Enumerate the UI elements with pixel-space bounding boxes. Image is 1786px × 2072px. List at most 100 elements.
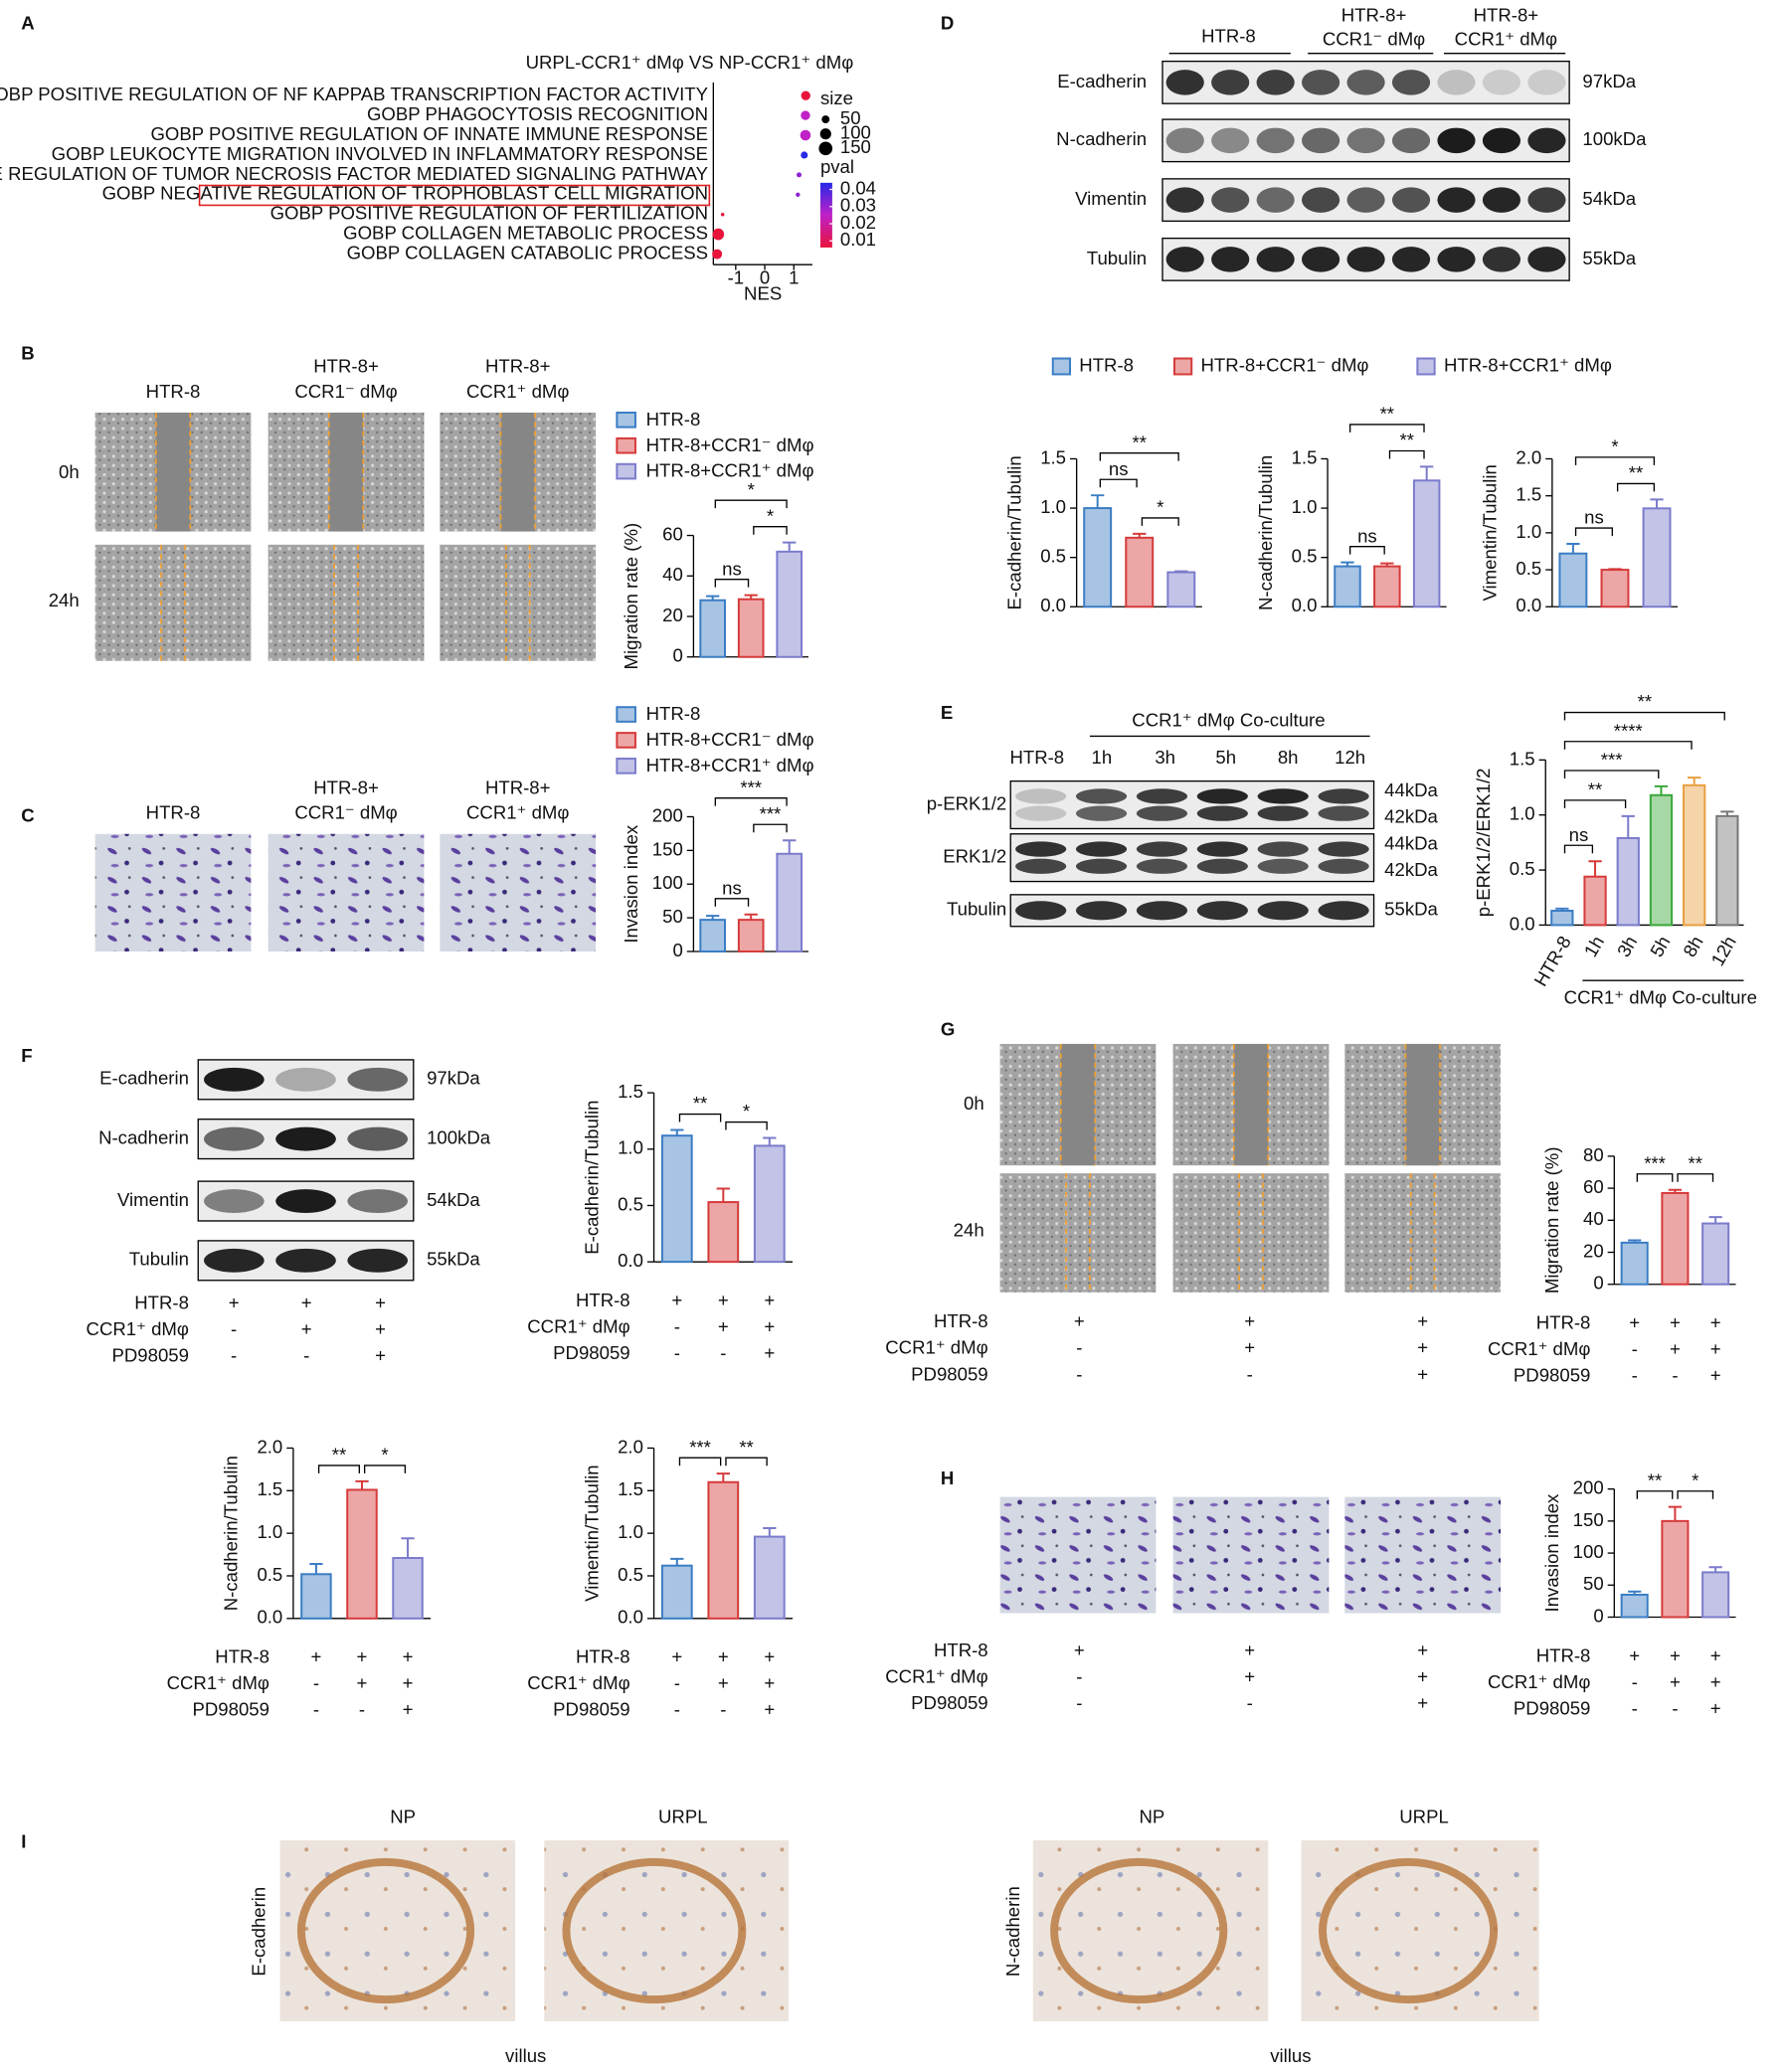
bar: [1373, 565, 1401, 608]
condition-mark: +: [1417, 1363, 1428, 1384]
legend-label: 0.01: [840, 229, 876, 250]
lane-label: 3h: [1155, 747, 1175, 768]
condition-mark: +: [764, 1342, 775, 1363]
lane-label: HTR-8: [1009, 747, 1064, 768]
lane-label: 5h: [1215, 747, 1236, 768]
y-tick-label: 0.5: [618, 1193, 643, 1214]
condition-label: HTR-8: [215, 1646, 269, 1667]
band: [1257, 858, 1309, 874]
significance-label: ***: [1644, 1152, 1666, 1173]
y-tick-label: 1.5: [1510, 748, 1535, 769]
band: [1075, 858, 1128, 874]
condition-mark: -: [313, 1672, 319, 1693]
significance-label: ***: [689, 1437, 711, 1458]
condition-mark: +: [311, 1646, 322, 1667]
significance-label: **: [1629, 462, 1643, 483]
y-tick-label: 0.0: [1040, 595, 1066, 615]
error-bar: [763, 1527, 777, 1537]
size-label: 54kDa: [427, 1189, 480, 1210]
scratch-gap: [328, 412, 364, 532]
bar: [1649, 793, 1674, 927]
condition-mark: +: [671, 1646, 682, 1667]
y-tick-label: 0.5: [1510, 858, 1535, 879]
dot: [796, 192, 801, 197]
protein-label: N-cadherin: [1056, 128, 1147, 149]
band: [1257, 841, 1309, 857]
significance-bracket: [1348, 546, 1385, 555]
significance-label: *: [1692, 1469, 1698, 1490]
significance-label: *: [767, 505, 774, 526]
protein-label: N-cadherin: [98, 1127, 189, 1148]
band: [1318, 841, 1369, 857]
condition-mark: -: [303, 1345, 309, 1366]
column-label: CCR1⁺ dMφ: [466, 802, 569, 823]
y-tick-label: 50: [1583, 1573, 1604, 1594]
significance-bracket: [1388, 449, 1425, 459]
significance-bracket: [1563, 799, 1627, 808]
error-bar: [670, 1128, 684, 1136]
group-label: HTR-8: [1201, 26, 1256, 47]
band: [204, 1067, 265, 1092]
size-label: 55kDa: [1384, 899, 1438, 920]
error-bar: [1708, 1216, 1722, 1224]
panel-letter: D: [941, 12, 954, 33]
error-bar: [1566, 543, 1580, 554]
term-label: GOBP LEUKOCYTE MIGRATION INVOLVED IN INF…: [52, 143, 708, 164]
size-key: [819, 128, 831, 140]
y-tick-label: 100: [1573, 1541, 1604, 1562]
tissue: [1050, 1857, 1228, 2004]
band: [347, 1189, 409, 1214]
band: [204, 1126, 265, 1151]
term-label: GOBP NEGATIVE REGULATION OF TROPHOBLAST …: [102, 183, 708, 204]
y-tick-label: 0.0: [618, 1607, 643, 1628]
band: [1391, 70, 1431, 95]
lane-label: 1h: [1092, 747, 1113, 768]
y-tick-label: 2.0: [618, 1436, 643, 1457]
size-label: 42kDa: [1384, 859, 1438, 880]
band: [1256, 70, 1295, 95]
term-label: GOBP COLLAGEN METABOLIC PROCESS: [343, 223, 708, 244]
error-bar: [1628, 1590, 1642, 1595]
blot: [1009, 779, 1375, 830]
group-label: HTR-8+: [1341, 4, 1407, 25]
band: [275, 1189, 336, 1214]
condition-mark: +: [1710, 1671, 1721, 1692]
band: [1211, 187, 1250, 213]
condition-label: PD98059: [553, 1699, 629, 1720]
significance-bracket: [1099, 478, 1138, 488]
condition-mark: +: [1710, 1311, 1721, 1332]
legend-swatch: [616, 462, 636, 480]
condition-mark: +: [1670, 1338, 1681, 1359]
condition-mark: +: [1670, 1644, 1681, 1665]
y-tick-label: 1.5: [618, 1478, 643, 1499]
condition-mark: +: [1074, 1640, 1085, 1660]
micrograph: [544, 1839, 790, 2021]
condition-mark: -: [1672, 1365, 1678, 1386]
y-tick-label: 1.0: [1040, 496, 1066, 517]
significance-label: *: [381, 1445, 388, 1466]
y-tick-label: 0.5: [257, 1564, 282, 1585]
band: [1196, 788, 1248, 804]
significance-label: ***: [1601, 750, 1623, 771]
significance-label: ns: [1109, 458, 1129, 479]
y-tick-label: 20: [662, 604, 683, 625]
y-axis-label: N-cadherin/Tubulin: [1255, 455, 1276, 610]
band: [1257, 901, 1309, 921]
condition-mark: +: [1417, 1640, 1428, 1660]
condition-mark: -: [1672, 1697, 1678, 1718]
condition-mark: +: [1710, 1365, 1721, 1386]
condition-mark: +: [1417, 1666, 1428, 1687]
legend-label: HTR-8+CCR1⁺ dMφ: [646, 460, 814, 481]
condition-mark: +: [1417, 1310, 1428, 1331]
significance-bracket: [363, 1465, 407, 1473]
micrograph: [268, 544, 425, 661]
condition-mark: -: [1632, 1697, 1638, 1718]
bar: [1661, 1519, 1690, 1619]
size-key: [821, 115, 830, 124]
y-tick-label: 60: [1583, 1176, 1604, 1197]
band: [347, 1067, 409, 1092]
condition-mark: -: [1632, 1338, 1638, 1359]
bar: [1550, 910, 1574, 927]
legend-swatch: [616, 411, 636, 429]
